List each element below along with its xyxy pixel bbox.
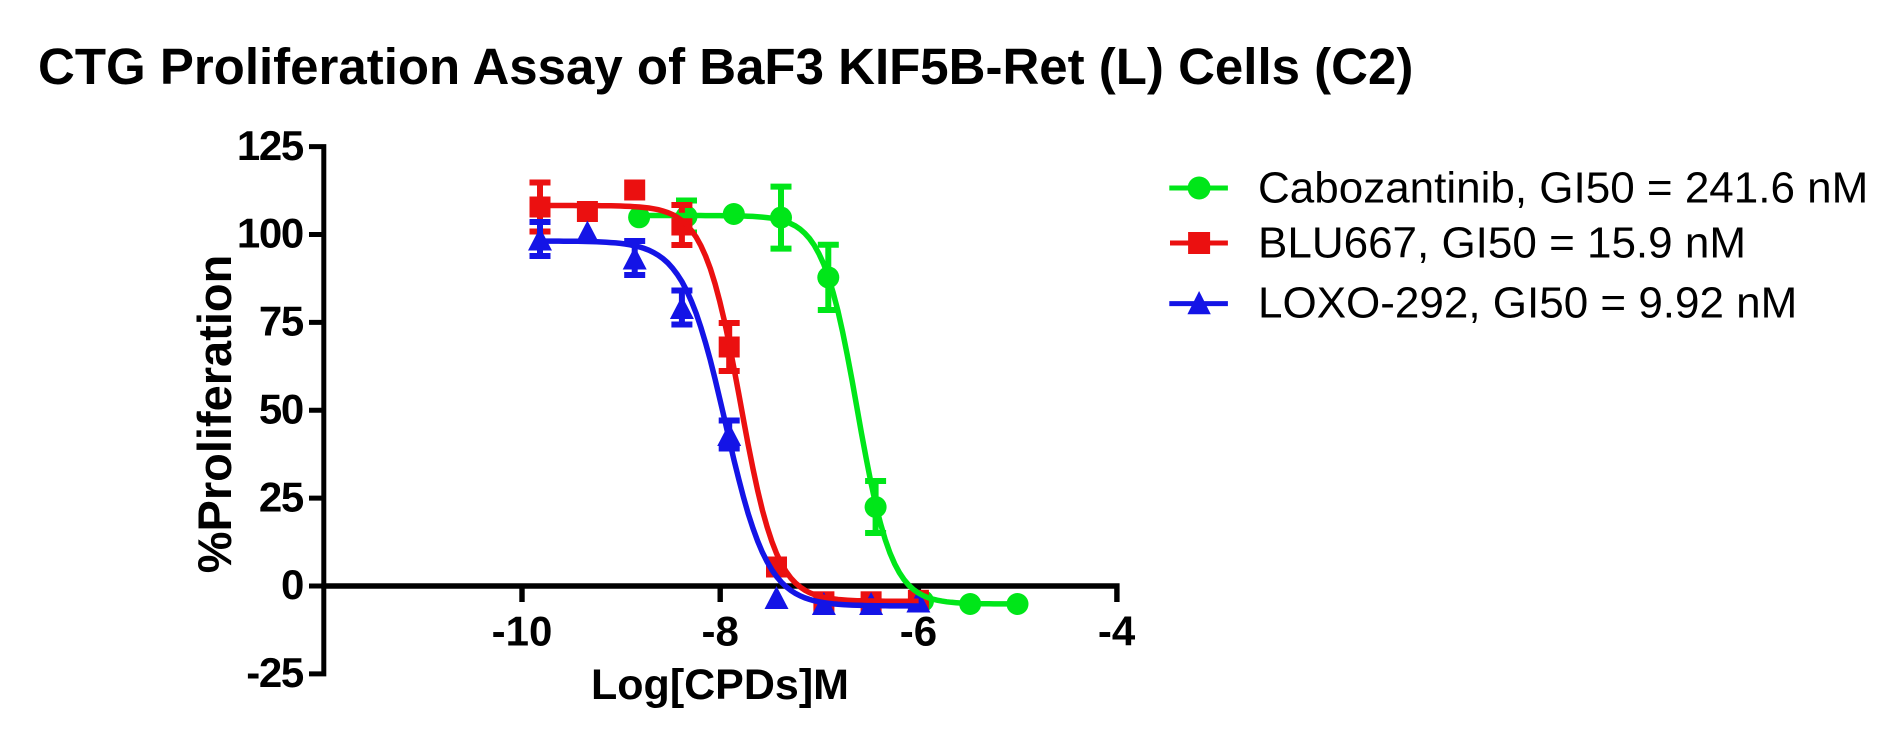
svg-text:%Proliferation: %Proliferation [188, 255, 241, 574]
svg-text:BLU667, GI50 = 15.9 nM: BLU667, GI50 = 15.9 nM [1258, 219, 1746, 268]
svg-text:100: 100 [237, 210, 303, 257]
svg-text:CTG Proliferation Assay of BaF: CTG Proliferation Assay of BaF3 KIF5B-Re… [38, 38, 1413, 95]
svg-text:-10: -10 [492, 608, 553, 655]
svg-text:25: 25 [259, 473, 304, 520]
svg-text:0: 0 [281, 561, 303, 608]
svg-text:-4: -4 [1098, 608, 1136, 655]
svg-text:50: 50 [259, 385, 303, 432]
svg-text:LOXO-292, GI50 = 9.92 nM: LOXO-292, GI50 = 9.92 nM [1258, 279, 1797, 328]
svg-text:75: 75 [259, 298, 304, 345]
svg-text:-6: -6 [900, 608, 937, 655]
svg-text:Log[CPDs]M: Log[CPDs]M [591, 661, 849, 709]
svg-text:-8: -8 [702, 608, 739, 655]
svg-text:125: 125 [237, 122, 304, 169]
svg-text:-25: -25 [246, 649, 304, 696]
svg-text:Cabozantinib, GI50 = 241.6 nM: Cabozantinib, GI50 = 241.6 nM [1258, 164, 1868, 213]
